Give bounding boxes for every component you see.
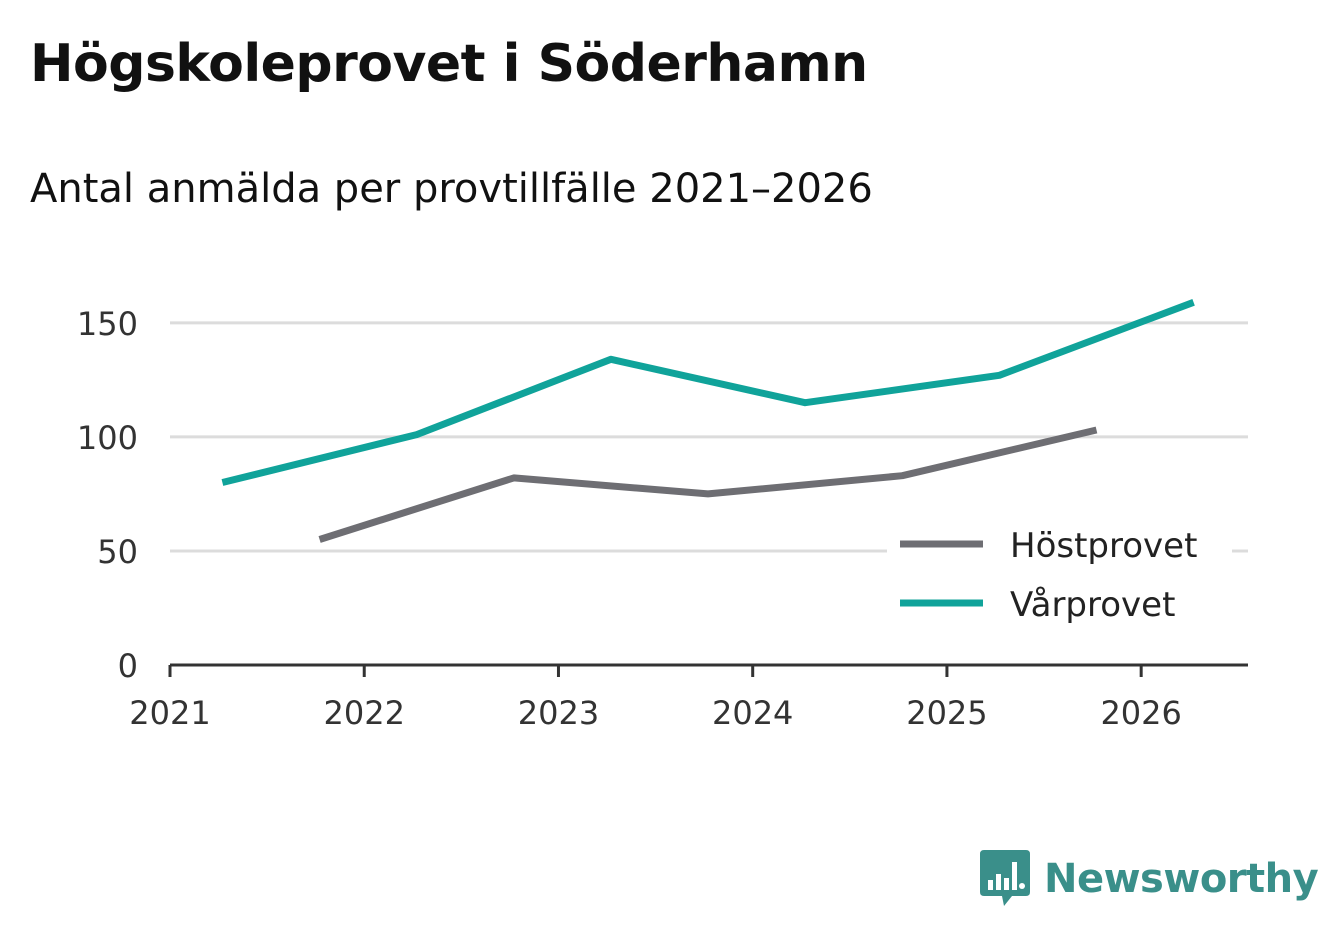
x-tick-label-2024: 2024 bbox=[712, 694, 793, 732]
x-tick-label-2021: 2021 bbox=[129, 694, 210, 732]
chart-subtitle: Antal anmälda per provtillfälle 2021–202… bbox=[30, 166, 873, 212]
x-tick-label-2025: 2025 bbox=[906, 694, 987, 732]
legend-label-varprovet: Vårprovet bbox=[1010, 585, 1175, 625]
y-tick-label-100: 100 bbox=[77, 419, 138, 457]
grid-lines bbox=[170, 321, 1248, 553]
brand-name: Newsworthy bbox=[1044, 856, 1319, 902]
chart-title: Högskoleprovet i Söderhamn bbox=[30, 34, 868, 94]
y-tick-label-50: 50 bbox=[97, 533, 138, 571]
legend-background bbox=[887, 520, 1232, 642]
series-line-varprovet bbox=[221, 299, 1195, 486]
x-axis: 2021 2022 2023 2024 2025 2026 bbox=[129, 663, 1248, 732]
series-line-hostprovet bbox=[318, 426, 1098, 543]
bar-chart-speech-bubble-icon bbox=[980, 850, 1030, 906]
series-lines bbox=[221, 299, 1195, 543]
legend-label-hostprovet: Höstprovet bbox=[1010, 526, 1197, 566]
y-axis-ticks: 0 50 100 150 bbox=[77, 305, 138, 685]
x-tick-label-2026: 2026 bbox=[1100, 694, 1181, 732]
y-tick-label-150: 150 bbox=[77, 305, 138, 343]
brand-logo: Newsworthy bbox=[980, 850, 1319, 908]
legend: Höstprovet Vårprovet bbox=[887, 520, 1232, 642]
x-tick-label-2023: 2023 bbox=[518, 694, 599, 732]
x-tick-label-2022: 2022 bbox=[324, 694, 405, 732]
y-tick-label-0: 0 bbox=[118, 647, 138, 685]
